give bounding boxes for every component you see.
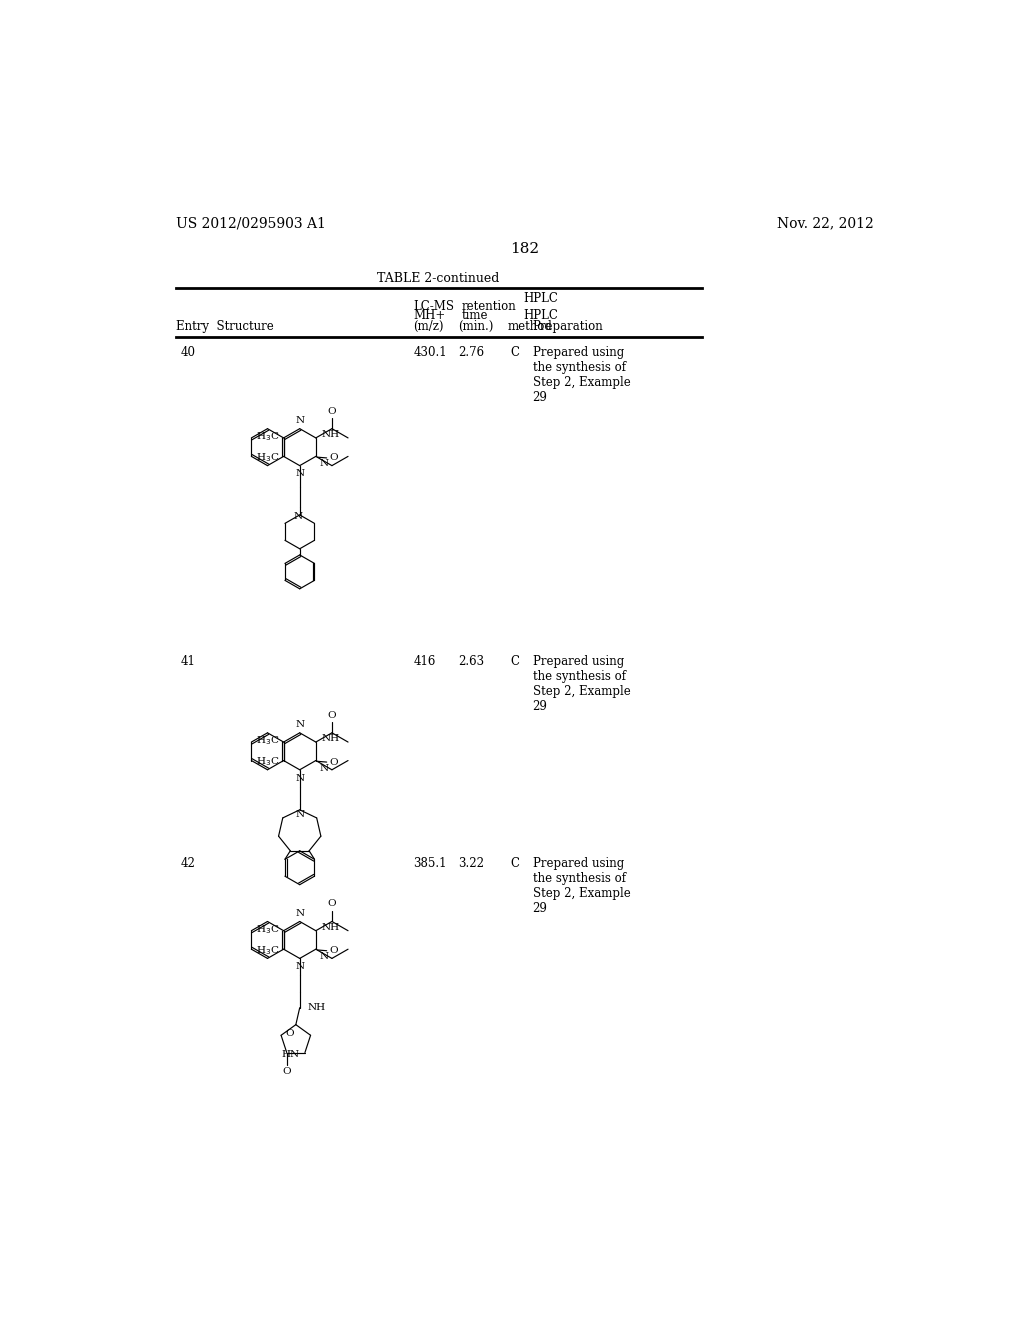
Text: H$_3$C: H$_3$C <box>256 755 279 768</box>
Text: O: O <box>328 407 336 416</box>
Text: retention: retention <box>461 300 516 313</box>
Text: TABLE 2-continued: TABLE 2-continued <box>377 272 499 285</box>
Text: Preparation: Preparation <box>532 321 603 333</box>
Text: 2.63: 2.63 <box>458 655 484 668</box>
Text: Prepared using
the synthesis of
Step 2, Example
29: Prepared using the synthesis of Step 2, … <box>532 857 631 915</box>
Text: O: O <box>285 1030 294 1039</box>
Text: HN: HN <box>282 1051 300 1060</box>
Text: O: O <box>329 946 338 956</box>
Text: MH+: MH+ <box>414 309 445 322</box>
Text: C: C <box>510 857 519 870</box>
Text: H$_3$C: H$_3$C <box>256 734 279 747</box>
Text: O: O <box>329 454 338 462</box>
Text: (min.): (min.) <box>458 321 494 333</box>
Text: C: C <box>510 655 519 668</box>
Text: 2.76: 2.76 <box>458 346 484 359</box>
Text: NH: NH <box>322 734 339 743</box>
Text: time: time <box>461 309 487 322</box>
Text: (m/z): (m/z) <box>414 321 443 333</box>
Text: NH: NH <box>322 923 339 932</box>
Text: Entry  Structure: Entry Structure <box>176 321 273 333</box>
Text: 182: 182 <box>510 242 540 256</box>
Text: 430.1: 430.1 <box>414 346 446 359</box>
Text: N: N <box>319 459 329 469</box>
Text: N: N <box>296 416 305 425</box>
Text: N: N <box>296 908 305 917</box>
Text: Nov. 22, 2012: Nov. 22, 2012 <box>777 216 873 230</box>
Text: H$_3$C: H$_3$C <box>256 923 279 936</box>
Text: O: O <box>328 899 336 908</box>
Text: N: N <box>319 763 329 772</box>
Text: H$_3$C: H$_3$C <box>256 451 279 465</box>
Text: Prepared using
the synthesis of
Step 2, Example
29: Prepared using the synthesis of Step 2, … <box>532 346 631 404</box>
Text: 41: 41 <box>180 655 196 668</box>
Text: O: O <box>328 710 336 719</box>
Text: O: O <box>283 1067 291 1076</box>
Text: 40: 40 <box>180 346 196 359</box>
Text: LC-MS: LC-MS <box>414 300 455 313</box>
Text: H$_3$C: H$_3$C <box>256 944 279 957</box>
Text: N: N <box>296 470 305 478</box>
Text: C: C <box>510 346 519 359</box>
Text: HPLC: HPLC <box>523 309 558 322</box>
Text: 385.1: 385.1 <box>414 857 446 870</box>
Text: N: N <box>296 719 305 729</box>
Text: 416: 416 <box>414 655 435 668</box>
Text: NH: NH <box>307 1003 326 1012</box>
Text: NH: NH <box>322 430 339 440</box>
Text: US 2012/0295903 A1: US 2012/0295903 A1 <box>176 216 326 230</box>
Text: N: N <box>294 512 303 521</box>
Text: N: N <box>295 810 304 818</box>
Text: H$_3$C: H$_3$C <box>256 430 279 442</box>
Text: 42: 42 <box>180 857 196 870</box>
Text: O: O <box>329 758 338 767</box>
Text: N: N <box>296 774 305 783</box>
Text: N: N <box>319 952 329 961</box>
Text: HPLC: HPLC <box>523 292 558 305</box>
Text: Prepared using
the synthesis of
Step 2, Example
29: Prepared using the synthesis of Step 2, … <box>532 655 631 713</box>
Text: 3.22: 3.22 <box>458 857 484 870</box>
Text: method: method <box>508 321 553 333</box>
Text: N: N <box>296 962 305 972</box>
